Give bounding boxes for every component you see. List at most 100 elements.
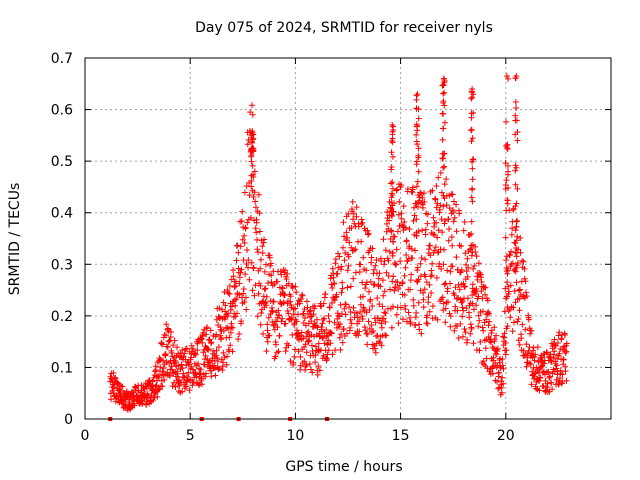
data-point bbox=[468, 325, 475, 332]
data-point bbox=[247, 109, 254, 116]
data-point bbox=[372, 349, 379, 356]
data-point bbox=[433, 274, 440, 281]
data-point bbox=[399, 279, 406, 286]
data-point bbox=[467, 330, 474, 337]
data-point bbox=[414, 91, 421, 98]
data-point bbox=[239, 236, 246, 243]
data-point bbox=[398, 215, 405, 222]
data-point bbox=[331, 297, 338, 304]
data-point bbox=[413, 105, 420, 112]
data-point bbox=[393, 261, 400, 268]
data-point bbox=[149, 378, 156, 385]
data-point bbox=[553, 376, 560, 383]
data-point bbox=[549, 386, 556, 393]
data-point bbox=[278, 284, 285, 291]
data-point bbox=[366, 325, 373, 332]
data-point bbox=[219, 306, 226, 313]
data-point bbox=[502, 185, 509, 192]
data-point bbox=[436, 260, 443, 267]
data-point bbox=[368, 254, 375, 261]
data-point bbox=[231, 284, 238, 291]
data-point bbox=[363, 267, 370, 274]
data-point bbox=[347, 324, 354, 331]
data-point bbox=[203, 331, 210, 338]
data-point bbox=[385, 257, 392, 264]
data-point bbox=[216, 314, 223, 321]
data-point bbox=[504, 279, 511, 286]
data-point bbox=[326, 318, 333, 325]
data-point bbox=[384, 208, 391, 215]
data-point bbox=[437, 169, 444, 176]
data-point bbox=[314, 371, 321, 378]
x-tick-label: 20 bbox=[497, 428, 515, 444]
data-point bbox=[346, 304, 353, 311]
data-point bbox=[512, 203, 519, 210]
data-point bbox=[441, 79, 448, 86]
data-point bbox=[227, 329, 234, 336]
data-point bbox=[401, 291, 408, 298]
data-point bbox=[223, 361, 230, 368]
data-point bbox=[314, 324, 321, 331]
data-point bbox=[371, 281, 378, 288]
data-point bbox=[436, 206, 443, 213]
data-point bbox=[441, 281, 448, 288]
data-point bbox=[485, 322, 492, 329]
data-point bbox=[296, 298, 303, 305]
data-point bbox=[312, 343, 319, 350]
data-point bbox=[462, 283, 469, 290]
data-point bbox=[459, 304, 466, 311]
data-point bbox=[503, 257, 510, 264]
data-point bbox=[530, 347, 537, 354]
data-point bbox=[219, 366, 226, 373]
data-point bbox=[368, 259, 375, 266]
data-point bbox=[556, 375, 563, 382]
data-point bbox=[409, 184, 416, 191]
data-point bbox=[428, 272, 435, 279]
data-point bbox=[555, 332, 562, 339]
data-point bbox=[503, 253, 510, 260]
data-point bbox=[265, 314, 272, 321]
data-point bbox=[165, 371, 172, 378]
data-point bbox=[325, 347, 332, 354]
data-point bbox=[499, 362, 506, 369]
data-point bbox=[169, 366, 176, 373]
data-point bbox=[275, 307, 282, 314]
data-point bbox=[505, 168, 512, 175]
data-point bbox=[413, 229, 420, 236]
data-point bbox=[512, 227, 519, 234]
data-point bbox=[467, 321, 474, 328]
data-point bbox=[534, 344, 541, 351]
data-point bbox=[220, 349, 227, 356]
data-point bbox=[419, 194, 426, 201]
data-point bbox=[274, 324, 281, 331]
data-point bbox=[359, 293, 366, 300]
data-point bbox=[304, 330, 311, 337]
data-point bbox=[508, 248, 515, 255]
data-point bbox=[463, 305, 470, 312]
data-point bbox=[305, 338, 312, 345]
data-point bbox=[407, 319, 414, 326]
data-point bbox=[138, 397, 145, 404]
data-point bbox=[349, 216, 356, 223]
data-point bbox=[437, 202, 444, 209]
data-point bbox=[513, 223, 520, 230]
y-tick-label: 0.4 bbox=[51, 206, 73, 222]
data-point bbox=[445, 225, 452, 232]
data-point bbox=[415, 276, 422, 283]
data-point bbox=[377, 283, 384, 290]
y-tick-label: 0.5 bbox=[51, 154, 73, 170]
data-point bbox=[472, 243, 479, 250]
data-point bbox=[401, 272, 408, 279]
data-point bbox=[422, 226, 429, 233]
data-point bbox=[389, 303, 396, 310]
data-point bbox=[195, 360, 202, 367]
data-point bbox=[454, 307, 461, 314]
data-point bbox=[440, 99, 447, 106]
data-point bbox=[353, 310, 360, 317]
data-point bbox=[454, 323, 461, 330]
data-point bbox=[440, 125, 447, 132]
data-point bbox=[468, 126, 475, 133]
data-point bbox=[415, 299, 422, 306]
data-point bbox=[181, 350, 188, 357]
data-point bbox=[241, 239, 248, 246]
